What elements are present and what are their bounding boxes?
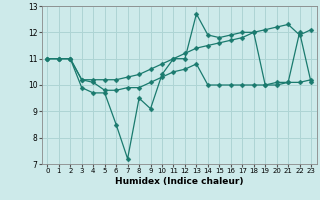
- X-axis label: Humidex (Indice chaleur): Humidex (Indice chaleur): [115, 177, 244, 186]
